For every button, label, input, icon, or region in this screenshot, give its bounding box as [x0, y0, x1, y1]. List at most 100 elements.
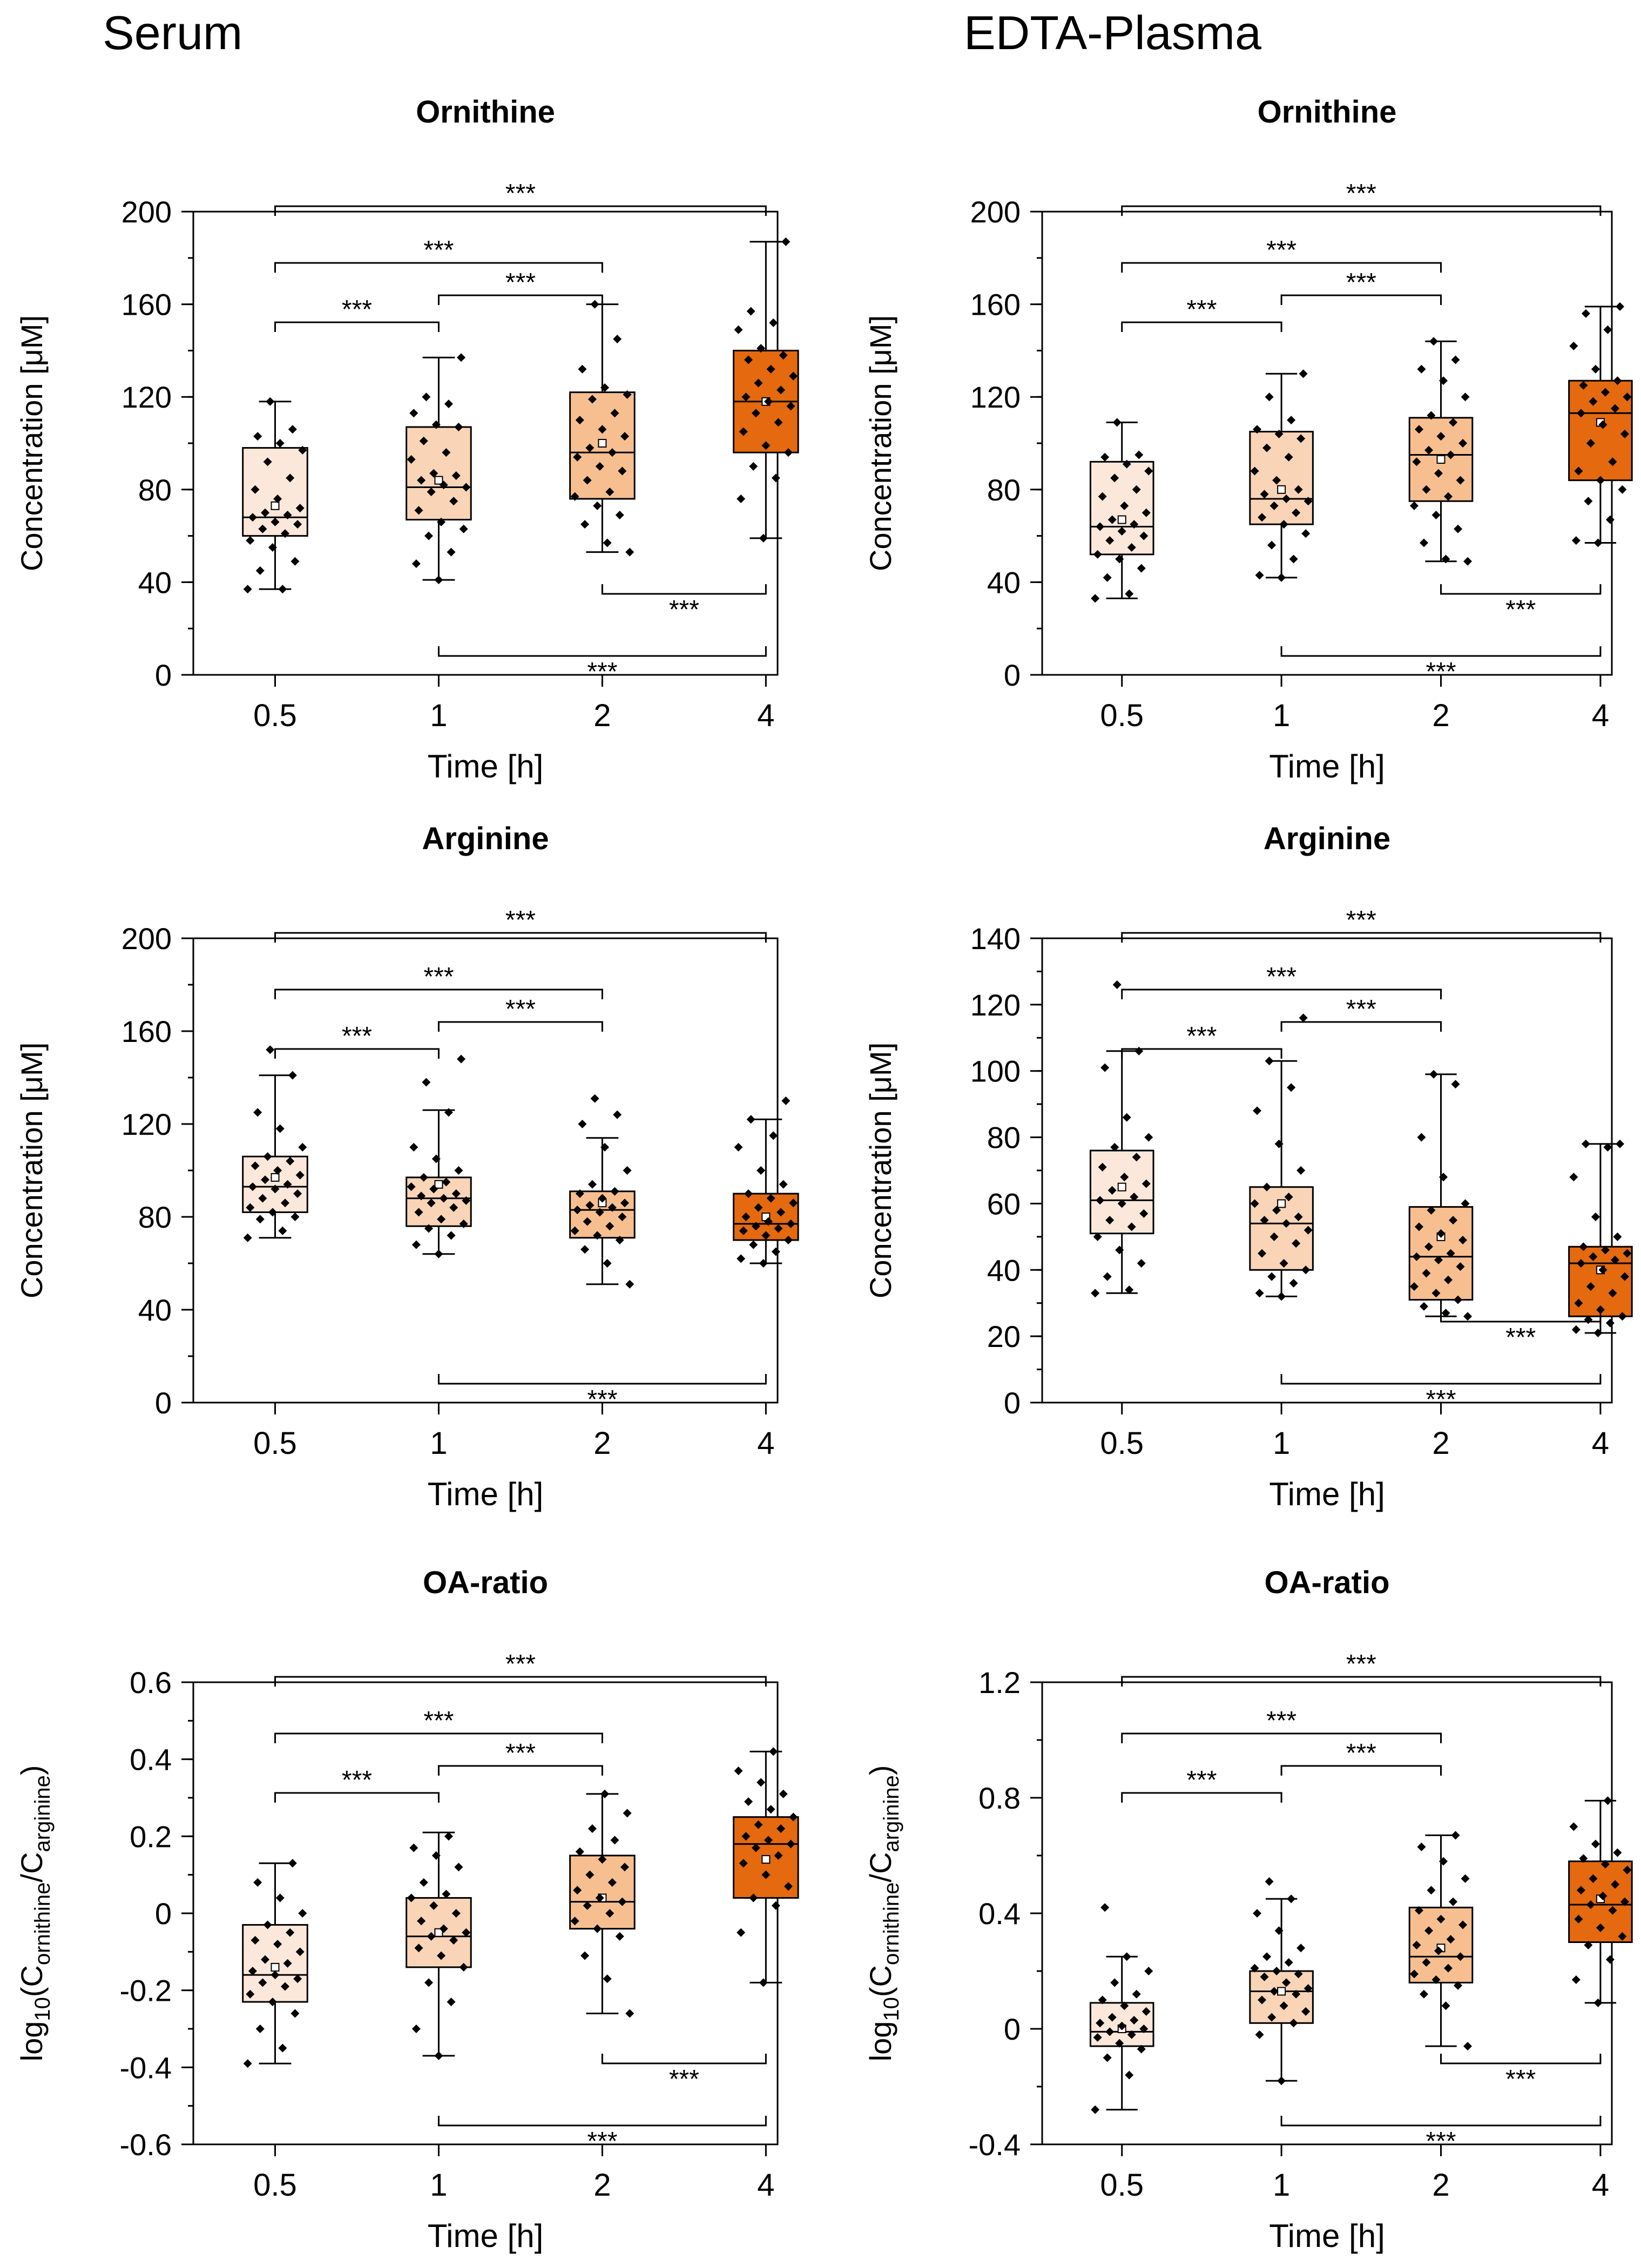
data-point	[605, 1909, 614, 1918]
y-tick-label: 120	[121, 1107, 172, 1141]
data-point	[1301, 1265, 1311, 1275]
chart-title: Ornithine	[416, 94, 555, 130]
data-point	[1093, 1232, 1102, 1241]
y-tick-label: 0	[1004, 1386, 1021, 1420]
data-point	[600, 1789, 610, 1798]
data-point	[575, 416, 584, 425]
sig-bracket-1-4-below: ***	[437, 646, 767, 686]
sig-bracket-line	[1121, 1676, 1602, 1687]
data-point	[625, 1279, 634, 1289]
data-point	[610, 1836, 619, 1845]
data-point	[429, 1184, 438, 1194]
y-tick-label: 80	[138, 473, 172, 507]
y-tick-label: 200	[121, 922, 172, 956]
data-point	[298, 1143, 307, 1152]
data-point	[751, 1843, 760, 1852]
data-point	[613, 1110, 622, 1119]
data-point	[585, 443, 595, 452]
data-point	[1623, 392, 1632, 402]
x-tick-label: 1	[430, 698, 447, 733]
box-1	[1249, 1877, 1314, 2086]
data-point	[1576, 409, 1585, 418]
data-point	[275, 1124, 285, 1133]
sig-bracket-1-4-below: ***	[437, 2116, 767, 2156]
data-point	[414, 506, 423, 515]
data-point	[618, 466, 627, 476]
data-point	[1096, 522, 1105, 531]
chart-serum-ornithine: Ornithine 0 40 80 120 160 200 Concentration [μM…	[15, 94, 799, 784]
data-point	[444, 400, 453, 409]
data-point	[298, 1909, 307, 1918]
data-point	[459, 1219, 468, 1228]
data-point	[1137, 1259, 1146, 1268]
sig-bracket-0.5-1: ***	[1121, 295, 1282, 332]
y-tick-label: 0.4	[130, 1743, 172, 1777]
data-point	[273, 1940, 282, 1949]
sig-bracket-0.5-2: ***	[1121, 236, 1442, 273]
y-axis-label: log10(Cornithine/Carginine)	[15, 1765, 55, 2062]
data-point	[444, 1832, 453, 1841]
data-point	[444, 1108, 453, 1117]
data-point	[1422, 1958, 1431, 1967]
data-point	[625, 2009, 634, 2018]
x-tick-label: 0.5	[253, 698, 297, 733]
data-point	[1265, 392, 1274, 402]
data-point	[595, 1893, 604, 1903]
sig-bracket-line	[1121, 1792, 1282, 1803]
data-point	[298, 445, 307, 455]
data-point	[1115, 554, 1124, 564]
box-2	[569, 1094, 636, 1289]
data-point	[454, 1166, 463, 1175]
data-point	[268, 543, 277, 552]
data-point	[1603, 1143, 1612, 1152]
data-point	[1304, 1226, 1313, 1235]
data-point	[451, 1189, 461, 1198]
sig-bracket-0.5-1: ***	[274, 1022, 440, 1059]
data-point	[761, 441, 771, 450]
data-point	[737, 1928, 746, 1937]
y-tick-label: 80	[987, 1121, 1021, 1155]
sig-bracket-2-4-below: ***	[1440, 1312, 1602, 1352]
data-point	[1412, 457, 1421, 466]
y-axis-label: Concentration [μM]	[15, 1042, 49, 1298]
data-point	[625, 547, 634, 557]
data-point	[1250, 1964, 1259, 1973]
data-point	[600, 383, 610, 392]
sig-bracket-0.5-4: ***	[274, 1650, 767, 1687]
mean-marker	[1117, 515, 1126, 524]
mean-marker	[434, 1180, 443, 1189]
data-point	[1287, 1894, 1296, 1904]
data-point	[585, 1870, 595, 1879]
data-point	[744, 355, 753, 364]
x-tick-label: 2	[1432, 1426, 1449, 1461]
box-2	[1408, 1069, 1474, 1321]
data-point	[439, 1924, 448, 1933]
data-point	[583, 1217, 592, 1226]
data-point	[751, 409, 760, 418]
data-point	[422, 1078, 431, 1087]
data-point	[291, 557, 300, 566]
data-point	[1618, 1312, 1627, 1321]
data-point	[1282, 1978, 1291, 1987]
x-tick-label: 4	[757, 2168, 774, 2203]
x-tick-label: 2	[593, 1426, 611, 1461]
data-point	[1274, 1139, 1284, 1148]
data-point	[1103, 2053, 1112, 2062]
sig-bracket-line	[1280, 294, 1442, 305]
data-point	[1250, 466, 1259, 476]
column-title-serum: Serum	[103, 6, 243, 59]
data-point	[457, 1054, 466, 1064]
data-point	[407, 1893, 416, 1903]
data-point	[1107, 515, 1117, 524]
sig-bracket-label: ***	[423, 1707, 454, 1735]
data-point	[1296, 1944, 1306, 1953]
data-point	[754, 1203, 763, 1212]
data-point	[407, 455, 416, 464]
sig-bracket-line	[601, 584, 767, 595]
box-iqr	[1568, 380, 1633, 482]
data-point	[1258, 1249, 1267, 1258]
data-point	[1449, 1897, 1458, 1906]
x-tick-label: 1	[430, 1426, 447, 1461]
data-point	[442, 1890, 451, 1899]
data-point	[1091, 594, 1100, 603]
